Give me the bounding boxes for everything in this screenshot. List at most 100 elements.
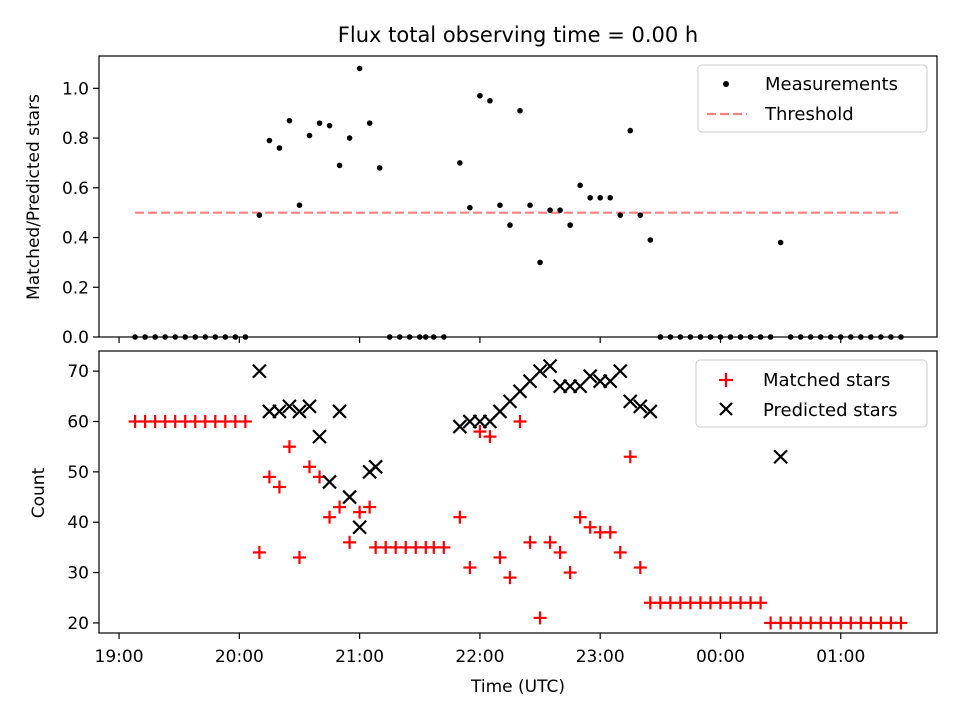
predicted-star-point [368, 459, 383, 475]
measurement-point [587, 194, 593, 201]
matched-star-point [363, 500, 377, 514]
legend-measurements-label: Measurements [765, 74, 898, 95]
chart-title: Flux total observing time = 0.00 h [338, 23, 698, 47]
predicted-star-point [352, 519, 367, 535]
top-y-tick-label: 0.4 [62, 229, 89, 249]
measurement-point [617, 212, 624, 218]
matched-star-point [473, 425, 487, 439]
measurement-point [477, 92, 483, 99]
matched-star-point [353, 505, 367, 519]
predicted-star-point [342, 489, 357, 505]
measurement-point [376, 165, 383, 171]
bottom-ticks: 20 30 40 50 60 70 19:00 20:00 21:00 22:00 23:00 00:… [67, 362, 865, 667]
measurement-point [597, 194, 603, 201]
matched-star-point [613, 545, 627, 559]
measurement-point [517, 107, 523, 114]
predicted-star-point [612, 363, 628, 379]
bottom-y-tick-label: 50 [67, 463, 89, 483]
top-y-tick-label: 0.2 [62, 278, 89, 298]
matched-star-point [513, 415, 527, 428]
x-tick-label: 21:00 [335, 647, 384, 667]
legend-matched-label: Matched stars [763, 370, 890, 391]
measurement-point [527, 202, 533, 209]
predicted-star-point [312, 429, 327, 444]
matched-star-point [894, 616, 908, 630]
predicted-star-point [773, 449, 788, 465]
top-y-tick-label: 0.6 [62, 179, 89, 199]
matched-star-point [633, 561, 647, 575]
matched-star-point [603, 525, 617, 539]
legend-predicted-label: Predicted stars [763, 400, 897, 421]
bottom-axes-frame [98, 350, 938, 634]
predicted-star-point [322, 474, 337, 490]
matched-star-point [543, 535, 557, 549]
matched-star-point [623, 450, 637, 464]
bottom-legend: Matched stars Predicted stars [695, 359, 928, 428]
measurement-point [487, 97, 493, 104]
bottom-y-tick-label: 20 [67, 614, 89, 634]
measurement-point [366, 120, 373, 126]
legend-predicted-marker [719, 402, 733, 416]
bottom-y-tick-label: 30 [67, 564, 89, 584]
predicted-star-point [582, 368, 598, 384]
top-y-tick-label: 0.8 [62, 129, 89, 149]
x-tick-label: 00:00 [696, 647, 745, 667]
matched-star-point [343, 535, 357, 549]
bottom-y-tick-label: 70 [67, 362, 89, 382]
x-tick-label: 20:00 [215, 647, 264, 667]
legend-measurements-marker [723, 81, 729, 87]
measurement-point [296, 202, 303, 209]
measurement-point [637, 212, 644, 218]
top-axes-frame [98, 55, 938, 338]
matched-star-point [463, 561, 477, 575]
predicted-star-point [332, 404, 347, 419]
top-y-tick-label: 0.0 [62, 328, 89, 348]
bottom-panel: 20 30 40 50 60 70 19:00 20:00 21:00 22:00 23:00 00:… [29, 350, 938, 697]
matched-star-point [323, 510, 337, 524]
measurement-point [266, 137, 273, 144]
top-ticks: 0.0 0.2 0.4 0.6 0.8 1.0 [62, 79, 842, 348]
predicted-star-point [302, 399, 317, 414]
measurement-point [256, 212, 263, 218]
measurement-point [497, 202, 503, 209]
measurement-point [276, 145, 283, 151]
top-panel: 0.0 0.2 0.4 0.6 0.8 1.0 Matched/Predicted sta… [24, 55, 938, 348]
measurement-point [346, 135, 353, 141]
measurement-point [647, 237, 654, 243]
x-tick-label: 22:00 [455, 647, 504, 667]
predicted-star-point [532, 363, 548, 379]
predicted-star-point [282, 399, 297, 414]
measurement-point [457, 160, 463, 166]
legend-matched-marker [719, 373, 733, 387]
matched-star-point [523, 535, 537, 549]
matched-star-point [238, 415, 252, 428]
predicted-star-point [272, 404, 287, 419]
matched-star-point [333, 500, 347, 514]
matched-star-point [262, 470, 276, 484]
top-y-tick-label: 1.0 [62, 79, 89, 99]
predicted-star-point [622, 394, 638, 409]
predicted-star-point [542, 358, 558, 374]
matched-star-point [573, 510, 587, 524]
top-y-axis-label: Matched/Predicted stars [24, 94, 44, 300]
measurement-point [537, 259, 543, 266]
measurement-point [557, 207, 563, 213]
matched-star-point [563, 566, 577, 580]
top-legend-frame [697, 64, 928, 133]
bottom-legend-frame [695, 359, 928, 428]
x-tick-label: 23:00 [576, 647, 625, 667]
measurement-point [326, 122, 333, 129]
measurement-point [286, 117, 293, 124]
measurement-point [627, 127, 634, 134]
matched-star-point [292, 550, 306, 564]
x-axis-label: Time (UTC) [470, 677, 565, 697]
measurement-point [306, 132, 313, 139]
matched-star-point [437, 540, 451, 554]
predicted-star-point [452, 419, 468, 434]
matched-star-point [754, 596, 768, 610]
predicted-star-point [643, 404, 658, 419]
measurement-point [547, 207, 553, 213]
measurement-point [577, 182, 583, 189]
matched-star-point [553, 545, 567, 559]
measurement-point [356, 65, 363, 72]
